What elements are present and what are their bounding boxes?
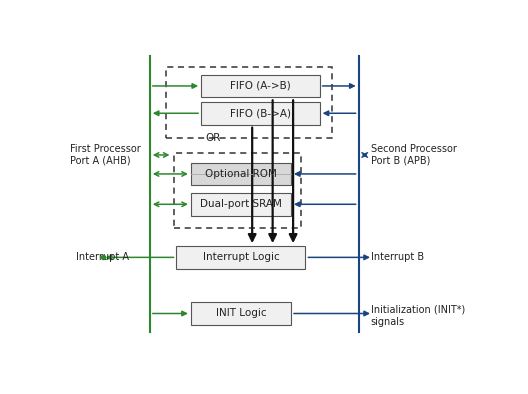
Text: Dual-port SRAM: Dual-port SRAM — [200, 199, 282, 209]
Bar — [176, 246, 305, 269]
Text: Second Processor
Port B (APB): Second Processor Port B (APB) — [371, 144, 457, 166]
Text: OR: OR — [205, 133, 221, 143]
Bar — [191, 163, 291, 185]
Bar — [166, 67, 332, 138]
Text: Interrupt B: Interrupt B — [371, 252, 424, 262]
Bar — [191, 302, 291, 325]
Text: FIFO (A->B): FIFO (A->B) — [230, 81, 291, 91]
Text: Initialization (INIT*)
signals: Initialization (INIT*) signals — [371, 305, 465, 327]
Text: Interrupt Logic: Interrupt Logic — [203, 253, 279, 262]
Bar — [174, 153, 301, 228]
Bar — [191, 193, 291, 216]
Text: INIT Logic: INIT Logic — [215, 309, 266, 318]
Text: Interrupt A: Interrupt A — [76, 252, 129, 262]
Bar — [201, 74, 320, 97]
Text: FIFO (B->A): FIFO (B->A) — [230, 108, 291, 118]
Bar — [201, 102, 320, 125]
Text: First Processor
Port A (AHB): First Processor Port A (AHB) — [70, 144, 141, 166]
Text: Optional ROM: Optional ROM — [205, 169, 277, 179]
